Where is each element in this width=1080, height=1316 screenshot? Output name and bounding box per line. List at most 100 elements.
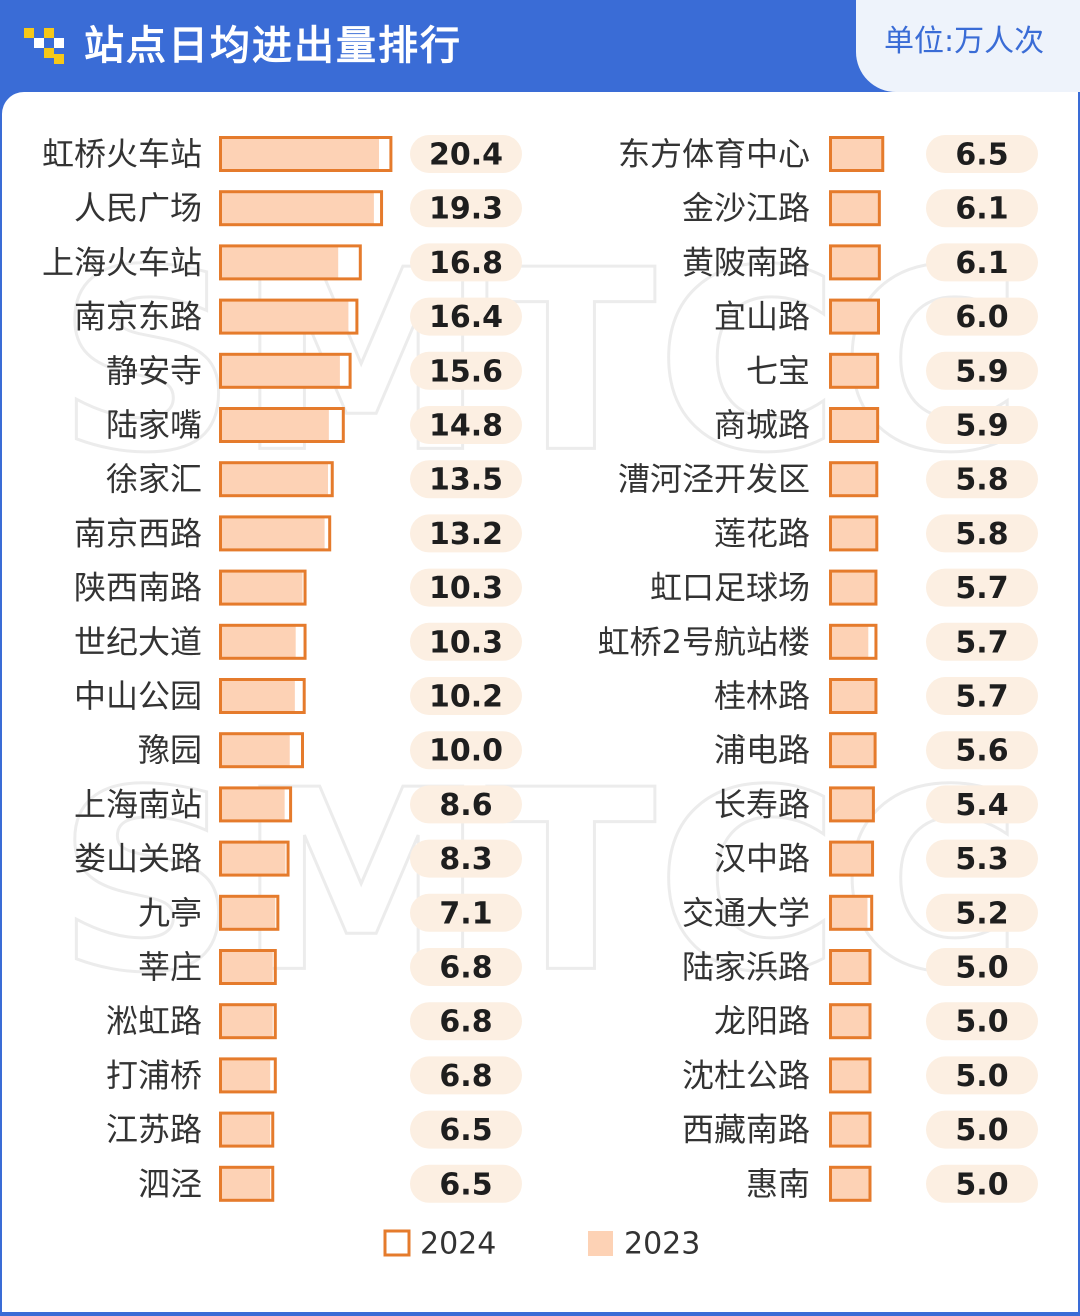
bar-2023 (830, 408, 877, 442)
bar-2023 (830, 950, 870, 984)
bar-2024 (829, 678, 878, 714)
bar-2023 (830, 787, 873, 821)
bar-2023 (220, 462, 328, 496)
bar-2024 (829, 623, 878, 660)
bar-2024 (829, 515, 879, 552)
bar-2024 (219, 1111, 275, 1148)
station-label: 陆家嘴 (106, 406, 202, 444)
bar-2024 (829, 352, 880, 389)
value-label: 5.7 (955, 680, 1008, 715)
value-label: 10.2 (429, 680, 503, 715)
value-pill (410, 568, 522, 607)
station-label: 宜山路 (714, 298, 810, 336)
value-label: 10.3 (429, 571, 503, 606)
bar-2024 (219, 949, 277, 985)
value-label: 5.7 (955, 625, 1008, 660)
value-label: 6.8 (439, 1059, 492, 1094)
bar-2023 (220, 896, 276, 930)
bar-2023 (830, 896, 868, 930)
bar-2023 (220, 191, 374, 225)
bar-2023 (220, 300, 349, 334)
bar-2023 (830, 245, 879, 279)
station-label: 徐家汇 (106, 460, 202, 498)
bar-2024 (829, 569, 878, 606)
value-label: 6.5 (439, 1167, 492, 1202)
value-label: 5.0 (955, 1005, 1008, 1040)
value-label: 10.0 (429, 734, 503, 769)
value-pill (926, 135, 1038, 173)
bar-2024 (219, 1057, 277, 1094)
station-label: 虹桥火车站 (42, 135, 202, 173)
station-label: 虹口足球场 (650, 569, 810, 607)
station-label: 黄陂南路 (682, 243, 810, 281)
unit-label: 单位:万人次 (884, 24, 1045, 59)
station-label: 上海南站 (74, 785, 202, 823)
value-pill (410, 135, 522, 173)
value-label: 14.8 (429, 409, 503, 444)
value-pill (926, 622, 1038, 661)
bar-2023 (220, 787, 285, 821)
bar-2024 (829, 732, 877, 769)
value-label: 10.3 (429, 625, 503, 660)
station-label: 浦电路 (714, 731, 810, 769)
bar-2023 (220, 571, 303, 605)
station-label: 惠南 (746, 1165, 810, 1203)
value-pill (410, 514, 522, 553)
legend-swatch-2024 (383, 1229, 411, 1257)
value-pill (926, 731, 1038, 770)
value-pill (926, 893, 1038, 932)
bar-2024 (829, 1165, 872, 1202)
value-pill (410, 1164, 522, 1203)
station-label: 桂林路 (714, 677, 810, 715)
value-label: 5.2 (955, 896, 1008, 931)
bar-2023 (220, 137, 379, 171)
value-label: 6.5 (955, 138, 1008, 173)
station-label: 东方体育中心 (618, 135, 810, 173)
value-pill (410, 785, 522, 824)
value-label: 15.6 (429, 354, 503, 389)
station-label: 长寿路 (714, 785, 810, 823)
value-pill (410, 351, 522, 390)
chart-panel (2, 92, 1078, 1312)
station-label: 淞虹路 (106, 1002, 202, 1040)
bar-2024 (829, 786, 875, 823)
value-label: 8.3 (439, 842, 492, 877)
logo-icon (24, 28, 64, 64)
bar-2023 (220, 354, 340, 388)
station-label: 上海火车站 (42, 243, 202, 281)
value-label: 19.3 (429, 192, 503, 227)
bar-2024 (829, 244, 881, 281)
value-pill (926, 460, 1038, 499)
value-label: 5.3 (955, 842, 1008, 877)
station-label: 七宝 (746, 352, 810, 390)
station-label: 南京西路 (74, 514, 202, 552)
station-label: 娄山关路 (74, 840, 202, 878)
bar-2024 (219, 569, 307, 606)
station-label: 江苏路 (106, 1111, 202, 1149)
legend-label-2024: 2024 (420, 1227, 496, 1262)
bar-2024 (219, 1165, 275, 1202)
value-pill (926, 189, 1038, 228)
bar-2024 (829, 1111, 872, 1148)
value-pill (410, 460, 522, 499)
value-pill (926, 351, 1038, 390)
value-pill (410, 677, 522, 715)
bar-2024 (829, 1003, 872, 1040)
bar-2024 (829, 461, 879, 498)
bar-2024 (829, 1057, 872, 1094)
bar-2023 (830, 842, 872, 876)
bar-2023 (220, 625, 296, 659)
bar-2023 (830, 516, 876, 550)
bar-2023 (220, 1167, 271, 1201)
value-label: 6.8 (439, 951, 492, 986)
value-label: 6.1 (955, 246, 1008, 281)
value-label: 16.4 (429, 300, 503, 335)
value-label: 5.4 (955, 788, 1008, 823)
station-label: 陆家浜路 (682, 948, 810, 986)
bar-2024 (219, 840, 290, 877)
bar-2024 (219, 732, 304, 769)
value-pill (410, 731, 522, 770)
station-label: 莘庄 (138, 948, 202, 986)
value-pill (926, 243, 1038, 282)
value-label: 6.8 (439, 1005, 492, 1040)
